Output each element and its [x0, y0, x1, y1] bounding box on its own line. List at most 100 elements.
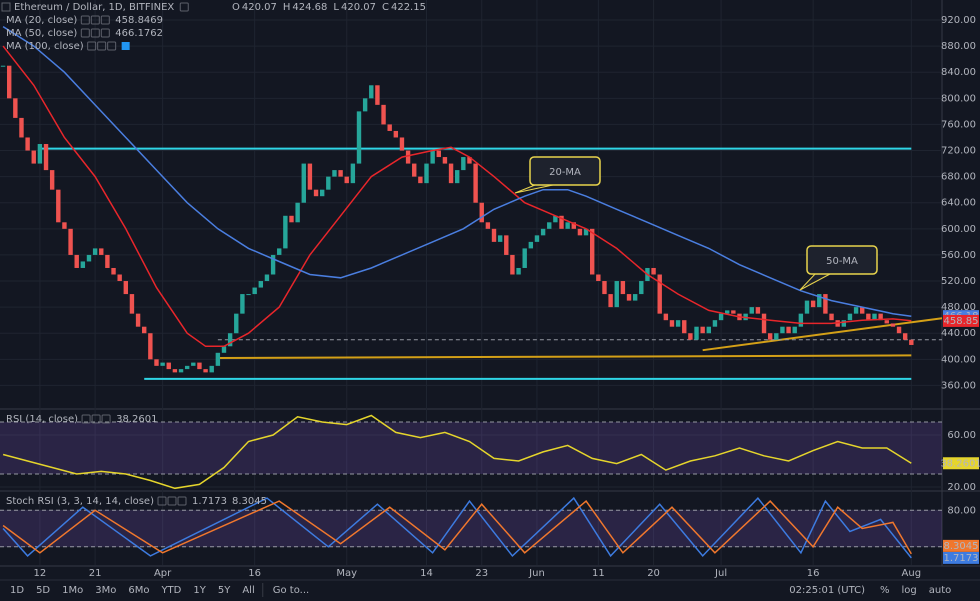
- candle: [13, 98, 18, 118]
- candle: [804, 300, 810, 314]
- candle: [547, 222, 552, 229]
- x-tick-label: 21: [89, 568, 102, 579]
- candle: [215, 352, 221, 366]
- candle: [326, 176, 331, 190]
- candle: [123, 281, 129, 295]
- candle: [105, 254, 110, 268]
- candle: [86, 254, 92, 262]
- candle: [473, 163, 478, 203]
- candle: [682, 320, 687, 334]
- candle: [731, 310, 736, 314]
- candle: [479, 202, 484, 223]
- candle: [792, 326, 797, 334]
- scale-option[interactable]: auto: [929, 585, 952, 596]
- range-button[interactable]: 1D: [10, 585, 24, 596]
- candle: [583, 228, 589, 236]
- scale-option[interactable]: log: [902, 585, 917, 596]
- candle: [362, 98, 368, 112]
- candle: [80, 261, 86, 268]
- goto-button[interactable]: Go to...: [273, 585, 309, 596]
- candle: [896, 326, 902, 334]
- grid: [0, 0, 942, 565]
- series-line: [2, 500, 912, 555]
- ohlc-label: H: [283, 2, 291, 13]
- value-tag: [943, 539, 979, 552]
- range-button[interactable]: 5Y: [218, 585, 231, 596]
- x-tick-label: 20: [647, 568, 660, 579]
- candle: [234, 313, 239, 334]
- candle: [227, 333, 233, 347]
- icon: [81, 414, 91, 424]
- legend-value: 466.1762: [115, 28, 163, 39]
- candle: [393, 130, 399, 138]
- level-line: [702, 317, 943, 352]
- level-line: [217, 354, 912, 360]
- candle: [7, 65, 12, 99]
- candle: [718, 313, 724, 321]
- candle: [338, 170, 343, 177]
- x-tick-label: 16: [807, 568, 820, 579]
- range-button[interactable]: All: [242, 585, 254, 596]
- candle: [154, 359, 159, 366]
- scale-option[interactable]: %: [880, 585, 890, 596]
- icon: [80, 28, 90, 38]
- candle: [497, 235, 503, 242]
- candle: [860, 307, 865, 314]
- icon: [97, 41, 107, 51]
- candle: [725, 310, 730, 314]
- range-button[interactable]: 1Y: [193, 585, 206, 596]
- candle: [166, 362, 171, 370]
- candle: [62, 222, 67, 229]
- value-tag: [943, 457, 979, 470]
- candle: [31, 150, 36, 164]
- y-tick-label: 80.00: [947, 505, 976, 516]
- candle: [442, 157, 448, 164]
- candle: [841, 320, 847, 327]
- pane-title: Stoch RSI (3, 3, 14, 14, close): [6, 496, 154, 507]
- value-tag-label: 38.2601: [940, 458, 980, 469]
- range-button[interactable]: 5D: [36, 585, 50, 596]
- candle: [540, 228, 546, 236]
- candle: [25, 137, 30, 151]
- candle: [872, 313, 877, 321]
- y-tick-label: 720.00: [941, 146, 976, 157]
- candle: [596, 274, 601, 282]
- series-line: [2, 25, 912, 318]
- icon: [90, 28, 100, 38]
- x-tick-label: 23: [475, 568, 488, 579]
- range-button[interactable]: 3Mo: [95, 585, 116, 596]
- candle: [461, 157, 466, 171]
- x-tick-label: 11: [592, 568, 605, 579]
- range-button[interactable]: YTD: [160, 585, 181, 596]
- candle: [847, 313, 853, 321]
- legend-swatch: [121, 42, 130, 50]
- candle: [74, 254, 79, 268]
- y-tick-label: 800.00: [941, 93, 976, 104]
- series-line: [2, 496, 912, 559]
- ohlc-label: C: [382, 2, 389, 13]
- y-tick-label: 840.00: [941, 67, 976, 78]
- range-button[interactable]: 1Mo: [62, 585, 83, 596]
- icon: [91, 414, 101, 424]
- ohlc-value: 420.07: [341, 2, 376, 13]
- callout-box: [806, 245, 878, 275]
- candle: [264, 274, 270, 282]
- candle: [454, 170, 460, 184]
- callout-pointer: [799, 271, 831, 291]
- x-tick-label: Jun: [528, 568, 545, 579]
- candle: [639, 281, 644, 295]
- candle: [823, 294, 828, 314]
- candle: [810, 300, 816, 308]
- candle: [301, 163, 306, 203]
- candle: [369, 85, 374, 99]
- candle: [516, 267, 521, 275]
- series-line: [2, 45, 912, 348]
- x-tick-label: 12: [34, 568, 47, 579]
- range-button[interactable]: 6Mo: [128, 585, 149, 596]
- icon: [177, 496, 187, 506]
- candle: [387, 124, 392, 131]
- candle: [209, 365, 214, 373]
- candle: [755, 307, 761, 314]
- y-tick-label: 560.00: [941, 250, 976, 261]
